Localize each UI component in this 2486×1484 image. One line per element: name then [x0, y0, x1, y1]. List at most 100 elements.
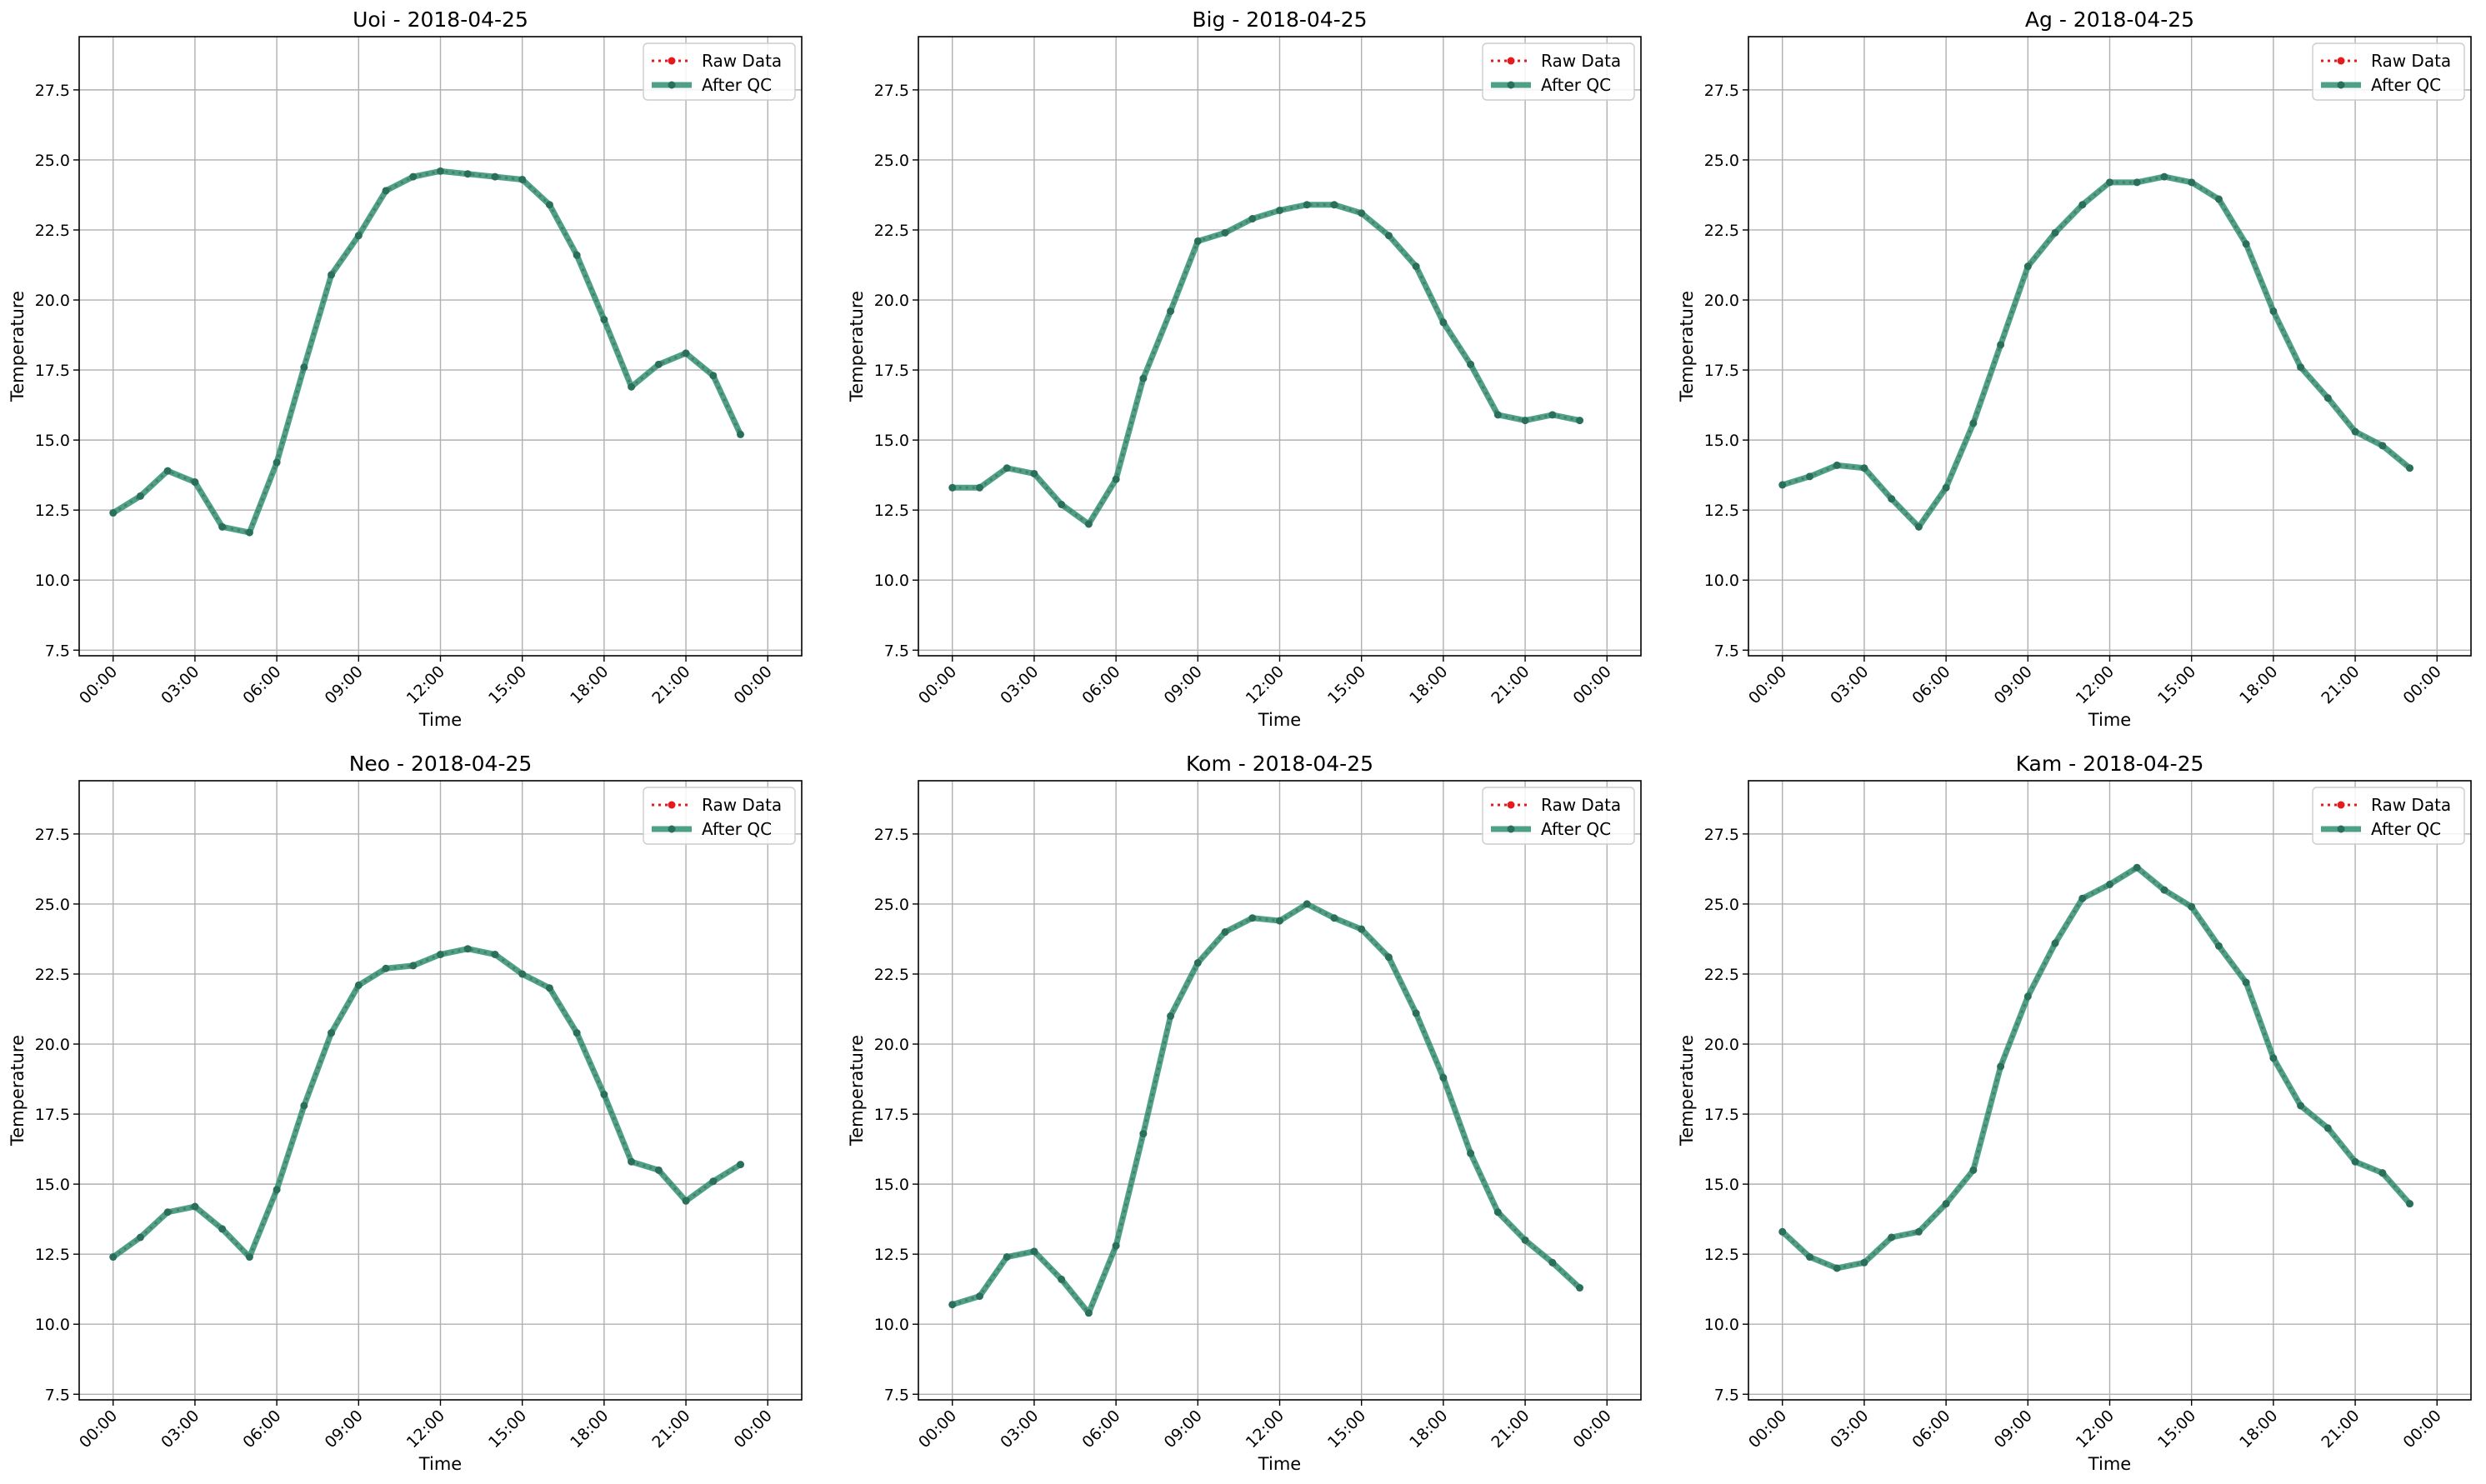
- data-point-after-qc: [628, 382, 636, 391]
- data-point-after-qc: [2133, 863, 2141, 872]
- data-point-after-qc: [328, 1029, 336, 1037]
- legend: Raw Data After QC: [2312, 787, 2465, 845]
- legend-marker-raw: [2337, 801, 2345, 809]
- data-point-after-qc: [1969, 419, 1978, 427]
- x-axis-label: Time: [1258, 710, 1301, 730]
- x-tick-label: 18:00: [567, 1407, 612, 1452]
- series-line-after-qc: [110, 167, 744, 536]
- y-tick-label: 25.0: [1704, 152, 1739, 170]
- legend: Raw Data After QC: [643, 787, 796, 845]
- x-tick-label: 06:00: [239, 1407, 284, 1452]
- data-point-after-qc: [1914, 522, 1923, 531]
- y-tick-label: 25.0: [35, 152, 70, 170]
- y-tick-label: 12.5: [35, 1246, 70, 1264]
- x-tick-label: 21:00: [2318, 1407, 2363, 1452]
- data-point-after-qc: [1139, 1130, 1148, 1138]
- x-tick-label: 18:00: [1406, 1407, 1451, 1452]
- y-tick-label: 25.0: [1704, 896, 1739, 914]
- data-point-after-qc: [518, 175, 527, 183]
- legend-label-after-qc: After QC: [2371, 819, 2441, 839]
- data-point-after-qc: [1521, 1236, 1529, 1244]
- y-tick-label: 20.0: [35, 1036, 70, 1054]
- data-point-after-qc: [2269, 307, 2278, 315]
- data-point-after-qc: [2188, 178, 2196, 187]
- data-point-after-qc: [2106, 178, 2113, 187]
- data-point-after-qc: [1303, 201, 1311, 209]
- y-tick-label: 22.5: [874, 222, 909, 240]
- data-point-after-qc: [218, 1225, 227, 1233]
- data-point-after-qc: [409, 172, 418, 181]
- y-axis-label: Temperature: [8, 291, 28, 402]
- data-point-after-qc: [654, 360, 663, 368]
- x-tick-label: 06:00: [1908, 662, 1953, 707]
- data-point-after-qc: [1193, 237, 1202, 245]
- x-axis-label: Time: [2088, 1454, 2131, 1474]
- legend-marker-after-qc: [2337, 825, 2345, 833]
- legend-label-raw: Raw Data: [2371, 51, 2451, 71]
- data-point-after-qc: [2378, 442, 2387, 450]
- x-tick-label: 06:00: [1078, 1407, 1123, 1452]
- x-tick-label: 12:00: [2073, 1407, 2118, 1452]
- x-axis-label: Time: [2088, 710, 2131, 730]
- legend-label-after-qc: After QC: [702, 75, 772, 95]
- x-tick-label: 09:00: [1991, 1407, 2036, 1452]
- series-line-raw-data: [112, 169, 742, 534]
- x-tick-label: 00:00: [1745, 1407, 1790, 1452]
- x-tick-label: 00:00: [915, 662, 960, 707]
- data-point-after-qc: [1193, 959, 1202, 967]
- data-point-after-qc: [109, 509, 118, 517]
- data-point-after-qc: [600, 1091, 608, 1099]
- data-point-after-qc: [1003, 464, 1011, 472]
- data-point-after-qc: [2269, 1054, 2278, 1062]
- data-point-after-qc: [1521, 417, 1529, 425]
- data-point-after-qc: [600, 316, 608, 324]
- y-tick-label: 10.0: [1704, 572, 1739, 590]
- data-point-after-qc: [163, 467, 172, 475]
- legend-marker-after-qc: [2337, 81, 2345, 89]
- x-tick-label: 09:00: [1991, 662, 2036, 707]
- data-point-after-qc: [1467, 360, 1475, 368]
- data-point-after-qc: [709, 372, 718, 380]
- data-point-after-qc: [1003, 1253, 1011, 1262]
- y-tick-label: 27.5: [1704, 82, 1739, 100]
- data-point-after-qc: [2051, 228, 2059, 237]
- y-tick-label: 12.5: [1704, 1246, 1739, 1264]
- data-point-after-qc: [463, 170, 472, 178]
- data-point-after-qc: [109, 1253, 118, 1262]
- x-tick-label: 12:00: [2073, 662, 2118, 707]
- data-point-after-qc: [1548, 1258, 1557, 1267]
- series-line-after-qc: [110, 946, 744, 1261]
- data-point-after-qc: [1860, 464, 1868, 472]
- data-point-after-qc: [1467, 1149, 1475, 1157]
- data-point-after-qc: [273, 1186, 281, 1194]
- data-point-after-qc: [354, 232, 363, 240]
- x-tick-label: 03:00: [997, 662, 1042, 707]
- data-point-after-qc: [163, 1208, 172, 1217]
- x-tick-label: 18:00: [2236, 662, 2281, 707]
- data-point-after-qc: [1221, 228, 1229, 237]
- data-point-after-qc: [1248, 215, 1257, 223]
- data-point-after-qc: [463, 945, 472, 953]
- y-tick-label: 17.5: [35, 1106, 70, 1124]
- x-tick-label: 00:00: [2400, 1407, 2445, 1452]
- x-tick-label: 00:00: [76, 1407, 121, 1452]
- legend: Raw Data After QC: [1482, 787, 1635, 845]
- y-tick-label: 12.5: [1704, 502, 1739, 520]
- y-tick-label: 17.5: [874, 1106, 909, 1124]
- chart-panel-5: 00:00 03:00 06:00 09:00 12:00 15:00 18:00 21:00…: [847, 752, 1642, 1474]
- x-tick-label: 00:00: [731, 662, 776, 707]
- data-point-after-qc: [573, 251, 581, 259]
- x-tick-label: 09:00: [322, 662, 367, 707]
- x-tick-label: 00:00: [1570, 662, 1615, 707]
- y-axis-label: Temperature: [847, 291, 867, 402]
- x-tick-label: 12:00: [403, 662, 448, 707]
- y-tick-label: 20.0: [874, 1036, 909, 1054]
- data-point-after-qc: [1276, 206, 1283, 214]
- data-point-after-qc: [1248, 914, 1257, 922]
- data-point-after-qc: [491, 172, 499, 181]
- y-tick-label: 12.5: [874, 1246, 909, 1264]
- y-tick-label: 15.0: [874, 432, 909, 450]
- data-point-after-qc: [2188, 902, 2196, 911]
- y-tick-label: 7.5: [884, 642, 909, 660]
- data-point-after-qc: [382, 187, 390, 195]
